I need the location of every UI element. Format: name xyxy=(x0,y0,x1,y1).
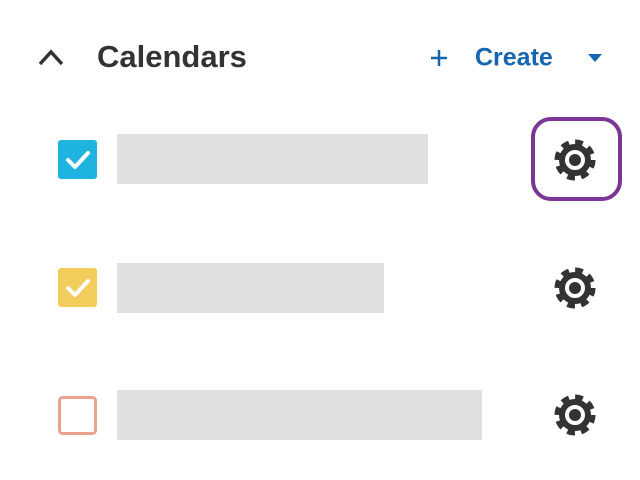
redacted-name xyxy=(117,390,482,440)
plus-icon xyxy=(431,50,447,66)
calendar-row xyxy=(58,390,593,440)
calendar-row xyxy=(58,117,622,201)
create-label: Create xyxy=(475,44,553,72)
checkmark xyxy=(66,151,90,169)
calendar-row xyxy=(58,263,592,313)
redacted-name xyxy=(117,263,384,313)
redacted-name xyxy=(117,134,428,184)
settings-gear[interactable] xyxy=(558,271,592,305)
focus-ring xyxy=(531,117,622,201)
checkmark xyxy=(66,279,90,297)
checkbox-unchecked[interactable] xyxy=(58,396,97,435)
settings-gear[interactable] xyxy=(558,398,592,432)
collapse-chevron[interactable] xyxy=(38,49,64,66)
checkbox-checked[interactable] xyxy=(58,268,97,307)
panel-title: Calendars xyxy=(97,39,247,74)
settings-gear[interactable] xyxy=(558,143,592,177)
checkbox-checked[interactable] xyxy=(58,140,97,179)
create-button[interactable]: Create xyxy=(431,44,553,72)
create-dropdown[interactable] xyxy=(588,54,602,62)
